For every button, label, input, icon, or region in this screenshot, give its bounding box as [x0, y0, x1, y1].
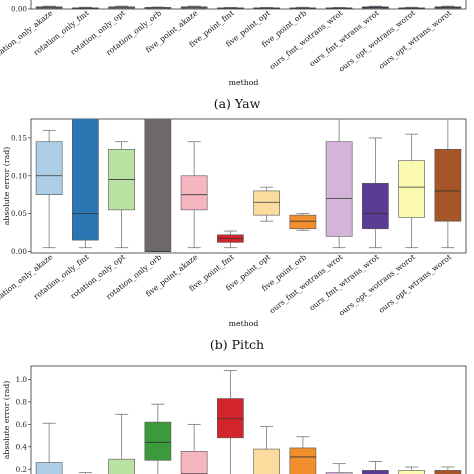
y-axis-label: absolute error (rad) — [2, 381, 11, 460]
x-axis-label: method — [229, 78, 259, 87]
box-rotation_only_fmt — [72, 119, 99, 249]
box-rotation_only_opt — [108, 5, 135, 9]
box-iqr — [180, 451, 208, 474]
box-iqr — [72, 119, 99, 241]
y-tick-label: 0.4 — [16, 442, 28, 451]
box-iqr — [289, 447, 317, 474]
box-iqr — [253, 448, 280, 474]
x-tick-label: ours_fmt_wtrans_wrot — [308, 252, 381, 312]
box-iqr — [434, 470, 462, 474]
x-tick-label: ours_opt_wtrans_worot — [377, 8, 453, 70]
x-tick-label: rotation_only_akaze — [0, 8, 55, 63]
box-ours_opt_wtrans_worot — [434, 119, 462, 249]
box-five_point_opt — [253, 186, 280, 222]
box-rotation_only_fmt — [72, 6, 99, 9]
y-tick-label: 0.00 — [11, 247, 27, 256]
box-ours_fmt_wotrans_wrot — [325, 463, 353, 474]
plot-frame — [30, 118, 467, 254]
box-rotation_only_opt — [108, 413, 135, 474]
box-iqr — [398, 160, 425, 218]
box-ours_fmt_wtrans_wrot — [362, 5, 389, 9]
box-five_point_orb — [289, 6, 317, 9]
boxes — [35, 370, 462, 474]
box-iqr — [35, 141, 63, 196]
y-tick-label: 0.15 — [11, 133, 27, 142]
box-iqr — [217, 398, 244, 439]
plot-frame — [30, 0, 467, 10]
y-tick-label: 0.2 — [16, 465, 27, 474]
box-five_point_akaze — [180, 141, 208, 249]
box-five_point_akaze — [180, 423, 208, 474]
box-ours_fmt_wtrans_wrot — [362, 137, 389, 249]
caption-pitch: (b) Pitch — [210, 337, 264, 352]
box-iqr — [144, 421, 172, 461]
box-rotation_only_akaze — [35, 5, 63, 9]
box-ours_opt_wtrans_worot — [434, 5, 462, 9]
plot-frame — [30, 365, 467, 474]
box-rotation_only_orb — [144, 119, 172, 252]
box-five_point_orb — [289, 436, 317, 474]
y-tick-label: 0.6 — [16, 420, 28, 429]
box-five_point_opt — [253, 7, 280, 9]
yaw-panel: 0.00rotation_only_akazerotation_only_fmt… — [0, 0, 467, 87]
box-five_point_fmt — [217, 370, 244, 474]
box-iqr — [398, 470, 425, 474]
x-tick-label: ours_fmt_wotrans_wrot — [268, 252, 345, 315]
y-axis-label: absolute error (rad) — [2, 147, 11, 226]
y-tick-label: 0.00 — [11, 5, 27, 14]
box-five_point_akaze — [180, 5, 208, 9]
box-five_point_fmt — [217, 230, 244, 249]
box-iqr — [108, 458, 135, 474]
box-five_point_opt — [253, 426, 280, 474]
box-ours_fmt_wotrans_wrot — [325, 119, 353, 249]
box-iqr — [362, 470, 389, 474]
box-ours_opt_wtrans_worot — [434, 466, 462, 474]
y-tick-label: 1.0 — [16, 375, 28, 384]
box-rotation_only_orb — [144, 403, 172, 474]
box-ours_opt_wotrans_worot — [398, 133, 425, 249]
box-iqr — [362, 183, 389, 230]
x-axis-label: method — [229, 319, 259, 328]
roll-panel: 0.2 0.4 0.6 0.8 1.0 absolute error (rad) — [2, 365, 467, 474]
box-ours_fmt_wotrans_wrot — [325, 7, 353, 9]
box-ours_opt_wotrans_worot — [398, 6, 425, 9]
boxes — [35, 119, 462, 252]
box-five_point_orb — [289, 213, 317, 231]
x-tick-label: ours_fmt_wotrans_wrot — [268, 8, 345, 71]
y-tick-label: 0.10 — [11, 171, 27, 180]
box-rotation_only_akaze — [35, 422, 63, 474]
box-iqr — [253, 190, 280, 216]
boxes — [35, 5, 462, 9]
x-tick-label: ours_opt_wtrans_worot — [377, 252, 453, 314]
x-tick-label: ours_fmt_wtrans_wrot — [308, 8, 381, 68]
y-tick-label: 0.05 — [11, 209, 27, 218]
box-iqr — [325, 472, 353, 474]
box-five_point_fmt — [217, 7, 244, 9]
box-iqr — [180, 175, 208, 211]
y-tick-label: 0.8 — [16, 397, 28, 406]
box-iqr — [289, 214, 317, 230]
box-rotation_only_orb — [144, 6, 172, 9]
box-ours_fmt_wtrans_wrot — [362, 461, 389, 474]
box-iqr — [434, 148, 462, 222]
box-iqr — [35, 462, 63, 474]
box-ours_opt_wotrans_worot — [398, 466, 425, 474]
box-rotation_only_akaze — [35, 129, 63, 249]
x-tick-label: rotation_only_akaze — [0, 252, 55, 307]
box-iqr — [325, 141, 353, 237]
box-rotation_only_opt — [108, 141, 135, 249]
caption-yaw: (a) Yaw — [214, 96, 261, 111]
